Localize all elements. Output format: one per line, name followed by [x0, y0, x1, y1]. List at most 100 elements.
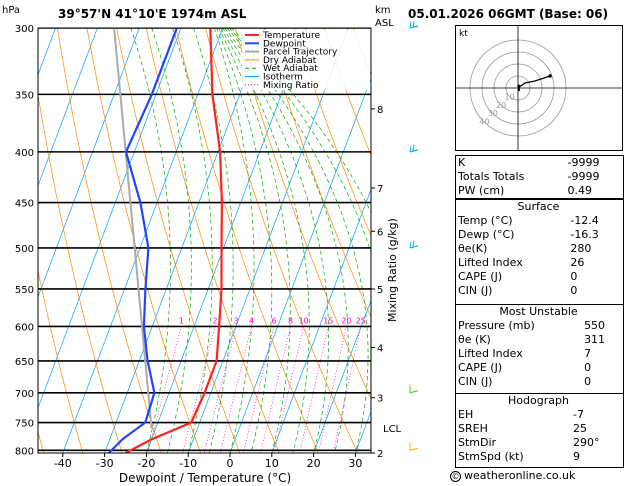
isotherm-line: [38, 28, 182, 409]
temp-tick-label: 30: [348, 457, 362, 470]
hodograph-ring-label: 20: [496, 101, 506, 110]
mixing-ratio-label: 25: [356, 316, 366, 325]
mixing-ratio-line: [260, 326, 291, 453]
most-unstable-table: Most Unstable Pressure (mb) 550 θe (K) 311…: [455, 305, 622, 389]
mixing-ratio-line: [273, 326, 305, 453]
mixing-ratio-line: [219, 326, 252, 453]
pressure-tick-label: 700: [15, 389, 34, 400]
dry-adiabat-line: [264, 28, 371, 318]
isotherm-line: [38, 28, 140, 298]
wind-barb-flag: [412, 144, 415, 151]
wind-barb: [409, 245, 419, 249]
storm-motion-marker: ⬆: [515, 84, 523, 94]
surface-temp-label: Temp (°C): [458, 214, 513, 227]
km-tick-label: 6: [377, 227, 383, 238]
pressure-tick-label: 750: [15, 419, 34, 430]
wet-adiabat-line: [216, 28, 273, 453]
surface-temp-value: -12.4: [570, 214, 599, 227]
isotherm-line: [229, 77, 371, 453]
km-tick-label: 8: [377, 105, 383, 116]
wet-adiabat-line: [151, 28, 192, 453]
wind-barb-flag: [412, 240, 415, 248]
mixing-ratio-label: 1: [179, 316, 184, 325]
surface-theta-label: θe(K): [458, 242, 488, 255]
hodo-sreh-label: SREH: [458, 422, 488, 435]
mu-theta-value: 311: [584, 333, 606, 346]
surface-table: Surface Temp (°C) -12.4 Dewp (°C) -16.3 θe…: [455, 200, 622, 298]
asl-axis-title: ASL: [375, 18, 394, 29]
pressure-tick-label: 300: [15, 24, 34, 35]
footer-credit[interactable]: © weatheronline.co.uk: [450, 469, 575, 482]
pressure-tick-label: 800: [15, 446, 34, 457]
wind-barb: [409, 390, 419, 394]
surface-li-label: Lifted Index: [458, 256, 523, 269]
isotherm-line: [187, 28, 349, 453]
dry-adiabat-line: [294, 28, 371, 237]
pw-label: PW (cm): [458, 184, 505, 197]
hodograph-ring-label: 30: [488, 109, 498, 118]
wet-adiabat-line: [220, 28, 310, 453]
wet-adiabat-line: [230, 28, 371, 214]
surface-dewp-label: Dewp (°C): [458, 228, 515, 241]
temp-tick-label: 10: [265, 457, 279, 470]
wind-barb: [409, 25, 419, 29]
wet-adiabat-line: [172, 28, 213, 453]
hodo-eh-label: EH: [458, 408, 474, 421]
wind-barb: [409, 149, 419, 153]
isotherm-line: [271, 188, 371, 453]
legend-entry: Dewpoint: [263, 39, 306, 49]
dewpoint-profile-line: [108, 28, 178, 453]
hodograph-kt-label: kt: [459, 29, 468, 39]
km-tick-label: 2: [377, 449, 383, 460]
surface-li-value: 26: [570, 256, 585, 269]
hodograph-ring-label: 40: [479, 118, 489, 127]
hodo-sreh-value: 25: [573, 422, 588, 435]
hodograph-stats-table: Hodograph EH -7 SREH 25 StmDir 290° StmSpd …: [455, 394, 622, 464]
wind-barb: [409, 447, 419, 451]
mixing-ratio-line: [182, 326, 216, 453]
dry-adiabat-line: [38, 92, 123, 453]
footer-text: weatheronline.co.uk: [464, 469, 576, 482]
mu-cape-label: CAPE (J): [458, 361, 503, 374]
isotherm-line: [104, 28, 265, 453]
temp-tick-label: 20: [307, 457, 321, 470]
lcl-label: LCL: [383, 424, 402, 435]
dry-adiabat-line: [57, 28, 162, 453]
mu-cin-value: 0: [584, 375, 592, 388]
pressure-tick-label: 350: [15, 90, 34, 101]
mixing-ratio-label: 4: [249, 316, 254, 325]
wind-barb-flag: [409, 145, 412, 152]
legend-entry: Dry Adiabat: [263, 56, 317, 66]
dry-adiabat-line: [234, 28, 371, 400]
wet-adiabat-line: [228, 28, 371, 255]
surface-dewp-value: -16.3: [570, 228, 599, 241]
skewt-plot: [38, 28, 371, 453]
hodograph-trace: [517, 75, 551, 89]
mu-cin-label: CIN (J): [458, 375, 493, 388]
wet-adiabat-line: [222, 28, 329, 453]
k-value: -9999: [567, 156, 600, 169]
isotherm-line: [38, 28, 98, 187]
pw-value: 0.49: [567, 184, 593, 197]
dry-adiabat-line: [38, 269, 84, 453]
mixing-ratio-label: 3: [234, 316, 239, 325]
km-tick-label: 3: [377, 394, 383, 405]
hodo-stmspd-value: 9: [573, 450, 581, 463]
hodo-title: Hodograph: [508, 394, 569, 407]
wet-adiabat-line: [224, 28, 349, 453]
isotherm-line: [146, 28, 307, 453]
wet-adiabat-line: [226, 28, 369, 453]
pressure-tick-label: 550: [15, 285, 34, 296]
parcel-trajectory-line: [113, 28, 153, 429]
dry-adiabat-line: [116, 28, 241, 453]
surface-title: Surface: [517, 200, 560, 213]
dry-adiabat-line: [323, 28, 371, 157]
mixing-ratio-label: 6: [271, 316, 276, 325]
hodo-stmdir-label: StmDir: [458, 436, 497, 449]
mixing-ratio-label: 8: [288, 316, 293, 325]
totals-value: -9999: [567, 170, 600, 183]
dry-adiabat-line: [205, 28, 359, 453]
wind-barb-flag: [409, 21, 412, 29]
mixing-ratio-line: [243, 326, 275, 453]
